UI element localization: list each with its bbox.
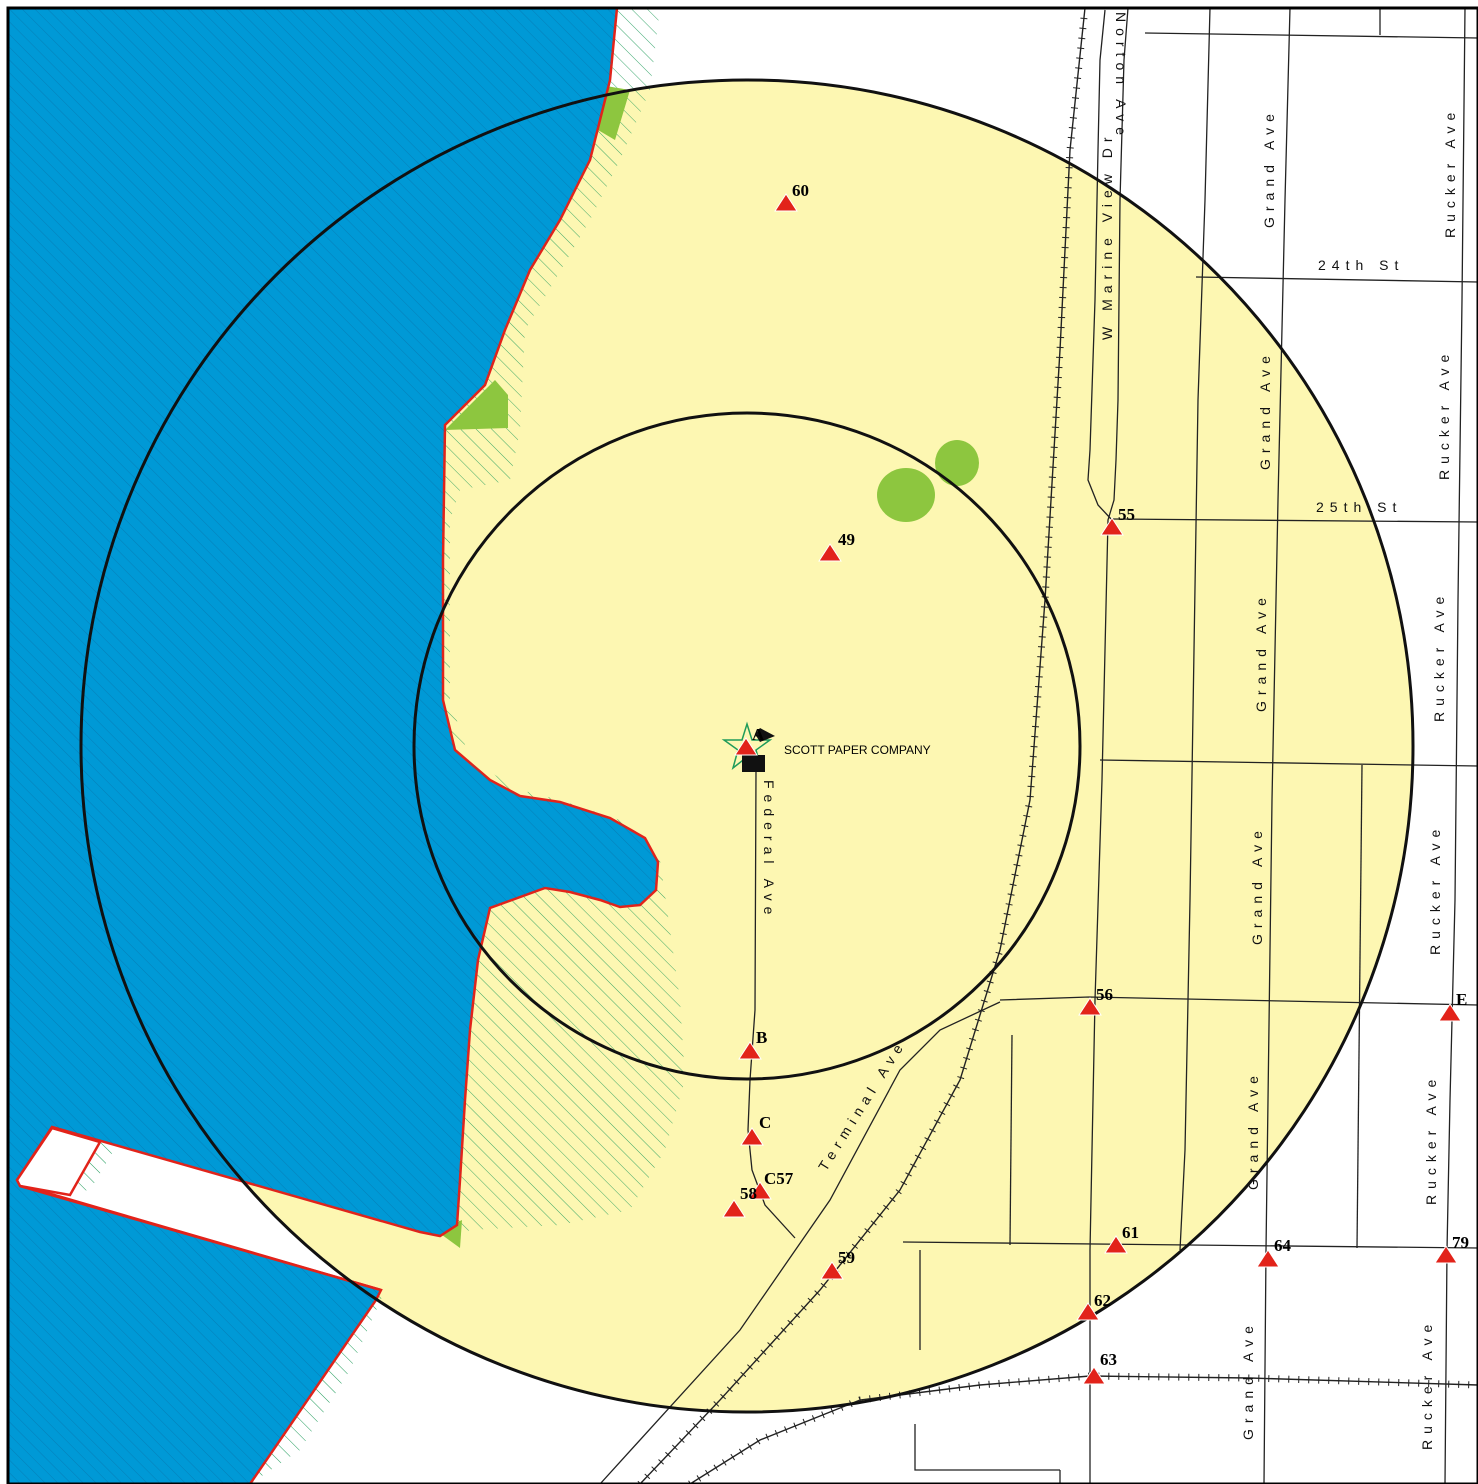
triangle-marker-icon (1082, 1366, 1106, 1385)
building-icon (742, 755, 765, 772)
sample-marker-label: C (759, 1113, 771, 1132)
triangle-marker-icon (774, 193, 798, 212)
triangle-marker-icon (1104, 1235, 1128, 1254)
street-label-rucker: Rucker Ave (1419, 1319, 1435, 1450)
sample-marker-label: 79 (1452, 1233, 1469, 1252)
triangle-marker-icon (748, 1181, 772, 1200)
sample-marker-79[interactable]: 79 (1434, 1233, 1469, 1264)
sample-marker-label: 63 (1100, 1350, 1117, 1369)
sample-marker-C[interactable]: C (740, 1113, 771, 1146)
triangle-marker-icon (738, 1041, 762, 1060)
flag-icon (755, 728, 775, 742)
street-label-grand: Grand Ave (1253, 592, 1269, 712)
sample-marker-label: 59 (838, 1248, 855, 1267)
sample-marker-label: B (756, 1028, 767, 1047)
sample-marker-56[interactable]: 56 (1078, 985, 1113, 1016)
street-label-rucker: Rucker Ave (1442, 107, 1458, 238)
sample-marker-55[interactable]: 55 (1100, 505, 1135, 536)
triangle-marker-icon (722, 1199, 746, 1218)
sample-marker-label: 60 (792, 181, 809, 200)
triangle-marker-icon (1078, 997, 1102, 1016)
railroad (637, 8, 1478, 1484)
water-texture (8, 8, 658, 1484)
triangle-marker-icon (1438, 1003, 1462, 1022)
map-frame (6, 6, 1478, 1484)
street-label-rucker: Rucker Ave (1431, 591, 1447, 722)
vegetation-patch (445, 380, 508, 430)
street-label-grand: Grand Ave (1249, 825, 1265, 945)
road-network (599, 8, 1478, 1484)
sample-markers: 60 49 55 A B C C57 58 59 56 E 61 64 79 62 63 (722, 181, 1469, 1385)
jetty-tip (15, 1126, 102, 1197)
triangle-marker-icon (820, 1261, 844, 1280)
street-label-marine-view: W Marine View Dr (1099, 131, 1115, 340)
outer-radius-ring (79, 78, 1415, 1414)
inner-radius-ring (412, 411, 1082, 1081)
street-label-grand: Grand Ave (1257, 350, 1273, 470)
sample-marker-B[interactable]: B (738, 1028, 767, 1060)
facility-marker[interactable]: SCOTT PAPER COMPANY (721, 721, 931, 772)
jetty-edge (19, 1184, 382, 1292)
street-label-norton: Norton Ave (1113, 12, 1129, 141)
triangle-marker-icon (818, 543, 842, 562)
triangle-marker-icon (740, 1127, 764, 1146)
street-label-grand: Grand Ave (1240, 1320, 1256, 1440)
street-label-24th: 24th St (1318, 257, 1404, 273)
street-label-rucker: Rucker Ave (1436, 349, 1452, 480)
triangle-marker-icon (1076, 1302, 1100, 1321)
sample-marker-E[interactable]: E (1438, 990, 1467, 1022)
sample-marker-49[interactable]: 49 (818, 530, 855, 562)
sample-marker-C57[interactable]: C57 (748, 1169, 794, 1200)
street-label-rucker: Rucker Ave (1427, 824, 1443, 955)
triangle-marker-icon (1256, 1249, 1280, 1268)
street-label-rucker: Rucker Ave (1423, 1074, 1439, 1205)
street-label-federal: Federal Ave (761, 780, 777, 920)
sample-marker-label: 56 (1096, 985, 1113, 1004)
sample-marker-label: A (752, 725, 765, 744)
sample-marker-61[interactable]: 61 (1104, 1223, 1139, 1254)
sample-marker-label: 55 (1118, 505, 1135, 524)
sample-marker-63[interactable]: 63 (1082, 1350, 1117, 1385)
street-label-25th: 25th St (1316, 499, 1402, 515)
street-label-grand: Grand Ave (1261, 108, 1277, 228)
sample-marker-label: 58 (740, 1184, 757, 1203)
sample-marker-60[interactable]: 60 (774, 181, 809, 212)
triangle-marker-icon (734, 737, 758, 756)
sample-marker-label: 61 (1122, 1223, 1139, 1242)
sample-marker-64[interactable]: 64 (1256, 1236, 1292, 1268)
sample-marker-59[interactable]: 59 (820, 1248, 855, 1280)
sample-marker-62[interactable]: 62 (1076, 1291, 1111, 1321)
sample-marker-label: E (1456, 990, 1467, 1009)
sample-marker-label: 49 (838, 530, 855, 549)
sample-marker-58[interactable]: 58 (722, 1184, 757, 1218)
tree-cluster (877, 468, 935, 522)
triangle-marker-icon (1434, 1245, 1458, 1264)
street-label-grand: Grand Ave (1245, 1070, 1261, 1190)
tree-cluster (935, 440, 979, 486)
sample-marker-A[interactable]: A (734, 725, 765, 756)
triangle-marker-icon (1100, 517, 1124, 536)
sample-marker-label: C57 (764, 1169, 794, 1188)
sample-marker-label: 64 (1274, 1236, 1292, 1255)
facility-label: SCOTT PAPER COMPANY (784, 743, 931, 757)
sample-marker-label: 62 (1094, 1291, 1111, 1310)
